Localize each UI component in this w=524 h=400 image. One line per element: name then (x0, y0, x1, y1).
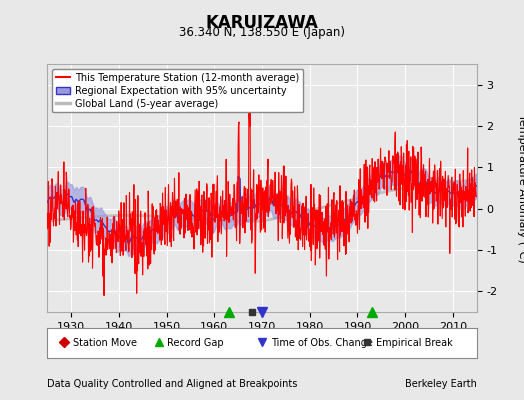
Text: Data Quality Controlled and Aligned at Breakpoints: Data Quality Controlled and Aligned at B… (47, 379, 298, 389)
Text: KARUIZAWA: KARUIZAWA (205, 14, 319, 32)
Legend: This Temperature Station (12-month average), Regional Expectation with 95% uncer: This Temperature Station (12-month avera… (52, 69, 303, 112)
Text: Record Gap: Record Gap (168, 338, 224, 348)
Text: Time of Obs. Change: Time of Obs. Change (270, 338, 373, 348)
Y-axis label: Temperature Anomaly (°C): Temperature Anomaly (°C) (517, 114, 524, 262)
Text: Berkeley Earth: Berkeley Earth (405, 379, 477, 389)
Text: Empirical Break: Empirical Break (376, 338, 453, 348)
Text: Station Move: Station Move (73, 338, 137, 348)
Text: 36.340 N, 138.550 E (Japan): 36.340 N, 138.550 E (Japan) (179, 26, 345, 39)
